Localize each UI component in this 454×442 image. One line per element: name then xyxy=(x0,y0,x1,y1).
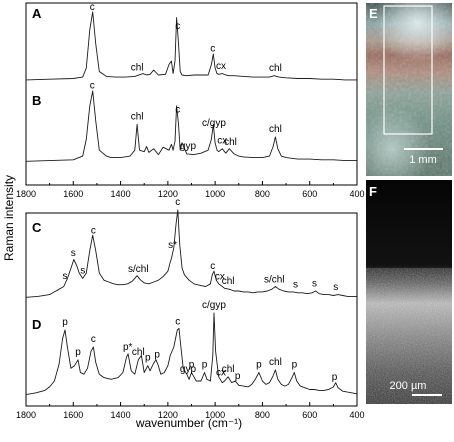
bottom-tick-label: 1800 xyxy=(16,410,36,420)
peak-label: c xyxy=(91,226,96,237)
panel-d-label: D xyxy=(32,317,41,332)
micrograph-e-label: E xyxy=(369,6,378,21)
top-tick-label: 600 xyxy=(302,189,317,199)
peak-label: s/chl xyxy=(264,274,285,285)
peak-label: chl xyxy=(224,137,237,148)
peak-label: cx xyxy=(216,61,226,72)
peak-label: s xyxy=(63,271,68,282)
peak-label: chl xyxy=(269,124,282,135)
peak-label: chl xyxy=(222,364,235,375)
micrograph-e: E 1 mm xyxy=(366,3,452,176)
chart-bottom-frame: 1800 1600 1400 1200 1000 800 600 400 xyxy=(16,212,365,420)
top-x-ticks xyxy=(25,181,358,185)
micrograph-f: F 200 µm xyxy=(366,180,452,404)
peak-label: c/gyp xyxy=(202,118,226,129)
peak-label: chl xyxy=(269,357,282,368)
peak-label: c xyxy=(175,317,180,328)
spectrum-a-line xyxy=(25,11,357,81)
bottom-tick-label: 800 xyxy=(255,410,270,420)
panel-a-label: A xyxy=(32,6,42,21)
peak-label: s/chl xyxy=(128,264,149,275)
top-tick-label: 1800 xyxy=(16,189,36,199)
peak-label: p xyxy=(256,360,262,371)
peak-label: p xyxy=(202,360,208,371)
bottom-tick-label: 1400 xyxy=(111,410,131,420)
peak-label: chl xyxy=(132,347,145,358)
y-axis-label: Raman intensity xyxy=(2,175,16,261)
peak-label: p xyxy=(292,360,298,371)
x-axis-label: wavenumber (cm⁻¹) xyxy=(135,416,242,430)
peak-label: c xyxy=(210,261,215,272)
chart-top-frame: 1800 1600 1400 1200 1000 800 600 400 xyxy=(16,2,365,199)
peak-label: cx xyxy=(215,272,225,283)
peak-label: s* xyxy=(168,240,177,251)
panel-b-label: B xyxy=(32,93,41,108)
bottom-x-tick-labels: 1800 1600 1400 1200 1000 800 600 400 xyxy=(16,410,365,420)
micrograph-e-scale-label: 1 mm xyxy=(409,154,437,166)
peak-label: gyp xyxy=(180,141,197,152)
spectrum-d-line xyxy=(25,312,358,396)
top-x-tick-labels: 1800 1600 1400 1200 1000 800 600 400 xyxy=(16,189,365,199)
top-plot-box xyxy=(25,2,358,186)
top-tick-label: 1000 xyxy=(205,189,225,199)
bottom-tick-label: 1000 xyxy=(205,410,225,420)
bottom-plot-box xyxy=(25,212,358,407)
micrograph-f-label: F xyxy=(369,184,377,199)
bottom-tick-label: 1600 xyxy=(63,410,83,420)
peak-label: p xyxy=(189,360,195,371)
peak-label: c xyxy=(90,80,95,91)
peak-label: chl xyxy=(222,276,235,287)
peak-label: c xyxy=(210,44,215,55)
peak-label: chl xyxy=(131,63,144,74)
peak-label: p* xyxy=(123,342,133,353)
bottom-tick-label: 600 xyxy=(302,410,317,420)
peak-label: s xyxy=(333,282,338,293)
peak-label: s xyxy=(312,279,317,290)
peak-label: chl xyxy=(131,111,144,122)
spectrum-c-line xyxy=(25,209,357,298)
peak-label: p xyxy=(75,347,81,358)
peak-label: s xyxy=(71,248,76,259)
bottom-tick-label: 400 xyxy=(349,410,364,420)
peak-label: c xyxy=(91,334,96,345)
peak-label: s xyxy=(80,265,85,276)
peak-label: c/gyp xyxy=(202,300,226,311)
micrograph-e-region-box xyxy=(383,5,433,135)
peak-label: p xyxy=(62,317,68,328)
peak-label: gyp xyxy=(180,364,197,375)
peak-label: c xyxy=(90,2,95,13)
peak-label: c xyxy=(175,104,180,115)
peak-label: chl xyxy=(269,63,282,74)
peak-label: p xyxy=(332,372,338,383)
peak-label: s xyxy=(293,279,298,290)
top-tick-label: 1400 xyxy=(111,189,131,199)
peak-label: p xyxy=(235,371,241,382)
micrograph-e-highlight-top xyxy=(366,3,452,83)
top-tick-label: 400 xyxy=(349,189,364,199)
bottom-x-ticks xyxy=(25,402,358,406)
peak-label: c xyxy=(175,197,180,208)
spectrum-b-line xyxy=(25,90,357,162)
peak-label: p xyxy=(154,350,160,361)
peak-label: cx xyxy=(217,136,227,147)
panel-c-label: C xyxy=(32,220,42,235)
micrograph-f-texture xyxy=(366,268,452,404)
micrograph-e-highlight-bottom xyxy=(366,80,452,176)
micrograph-f-scale-label: 200 µm xyxy=(390,380,427,392)
bottom-tick-label: 1200 xyxy=(158,410,178,420)
peak-label: c xyxy=(175,21,180,32)
peak-label: cx xyxy=(216,368,226,379)
peak-label: p xyxy=(145,353,151,364)
top-tick-label: 1200 xyxy=(158,189,178,199)
top-tick-label: 1600 xyxy=(63,189,83,199)
top-tick-label: 800 xyxy=(255,189,270,199)
